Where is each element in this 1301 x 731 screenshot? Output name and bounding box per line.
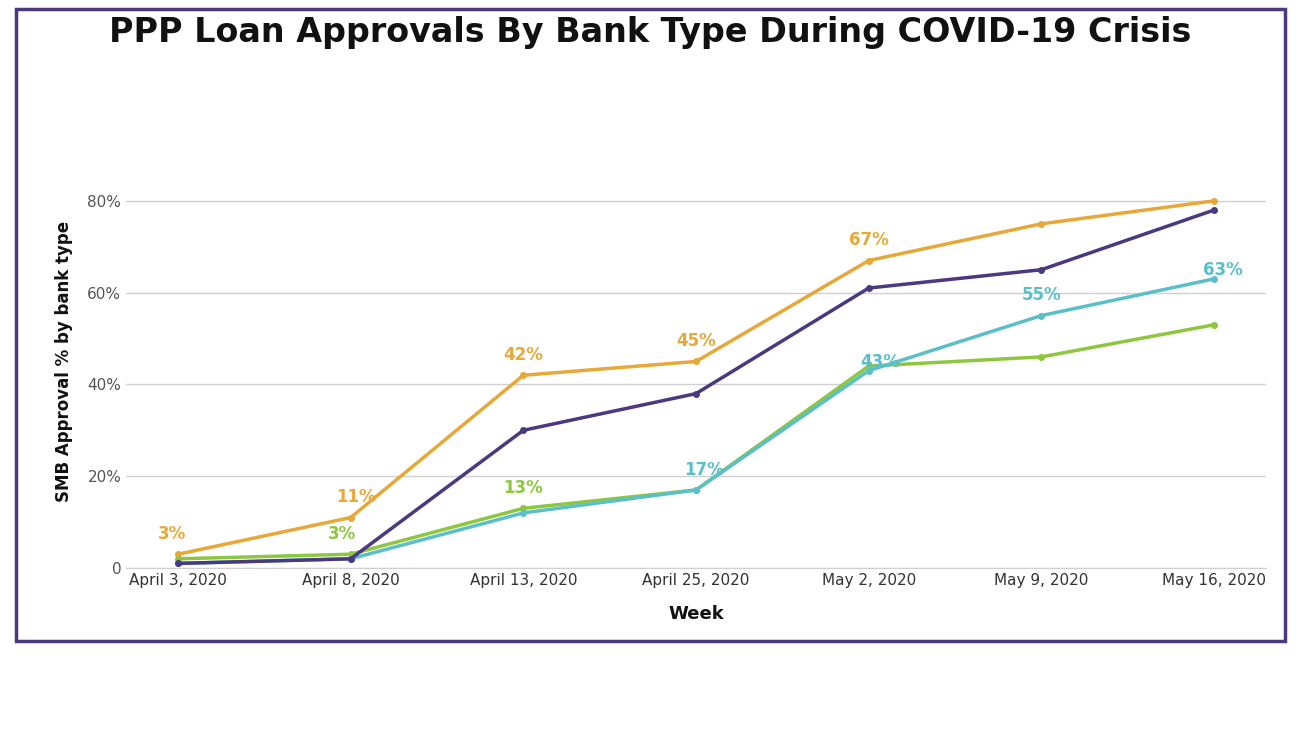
Text: 67%: 67% <box>848 232 889 249</box>
Text: 3%: 3% <box>159 525 186 543</box>
Text: 13%: 13% <box>503 480 544 497</box>
Text: PPP Loan Approvals By Bank Type During COVID-19 Crisis: PPP Loan Approvals By Bank Type During C… <box>109 16 1192 49</box>
Text: 42%: 42% <box>503 346 544 364</box>
Text: 45%: 45% <box>677 333 716 350</box>
Text: 3%: 3% <box>328 525 356 543</box>
X-axis label: Week: Week <box>669 605 723 623</box>
Text: 43%: 43% <box>860 352 900 371</box>
Text: 55%: 55% <box>1021 287 1062 305</box>
Text: 63%: 63% <box>1202 261 1242 279</box>
Text: Brought to you by  Ⓢ Alignable . The Small Business Referral Network.: Brought to you by Ⓢ Alignable . The Smal… <box>310 676 991 694</box>
Text: 11%: 11% <box>337 488 376 507</box>
Y-axis label: SMB Approval % by bank type: SMB Approval % by bank type <box>56 221 73 502</box>
Text: 17%: 17% <box>684 461 725 479</box>
